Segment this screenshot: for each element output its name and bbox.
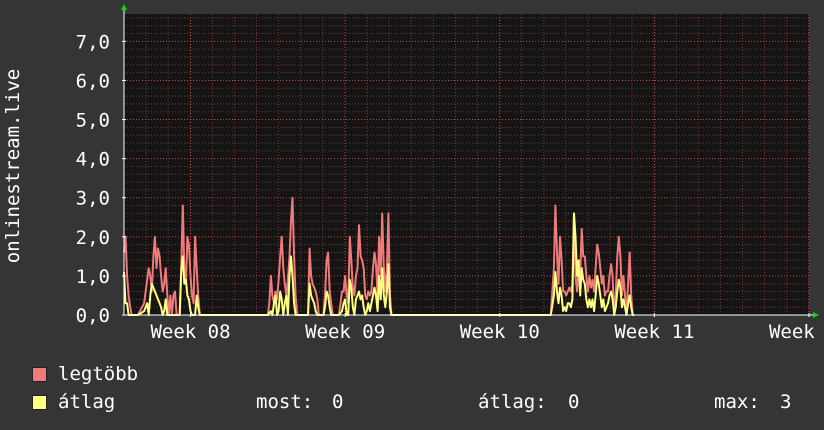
legend-label-max: legtöbb [58,363,139,385]
y-tick-label: 1,0 [76,266,110,288]
y-tick-label: 4,0 [76,149,110,171]
stat-current-value: 0 [332,391,344,413]
y-tick-label: 2,0 [76,227,110,249]
y-axis-arrow [121,4,127,10]
x-tick-label: Week 10 [460,321,540,343]
x-tick-label: Week 12 [769,321,824,343]
chart: 0,0 1,0 2,0 3,0 4,0 5,0 6,0 7,0 Week 08 Week 09 We… [2,4,824,343]
x-tick-label: Week 11 [614,321,694,343]
y-tick-label: 5,0 [76,110,110,132]
x-tick-label: Week 09 [305,321,385,343]
stat-current-label: most: [256,391,314,413]
stat-max-label: max: [714,391,760,413]
y-tick-label: 7,0 [76,31,110,53]
legend-swatch-max [32,367,47,382]
stat-max-value: 3 [780,391,792,413]
x-axis-arrow [813,312,819,318]
stat-average-value: 0 [568,391,580,413]
y-tick-label: 3,0 [76,188,110,210]
legend-swatch-avg [32,395,47,410]
series-line-avg [123,212,635,316]
y-tick-label: 0,0 [76,305,110,327]
x-tick-label: Week 08 [150,321,230,343]
plot-area [124,14,809,315]
chart-svg: 0,0 1,0 2,0 3,0 4,0 5,0 6,0 7,0 Week 08 Week 09 We… [2,4,824,343]
stat-average-label: átlag: [478,391,547,413]
legend-label-avg: átlag [58,391,116,413]
y-axis-label: onlinestream.live [2,69,24,263]
y-tick-label: 6,0 [76,70,110,92]
